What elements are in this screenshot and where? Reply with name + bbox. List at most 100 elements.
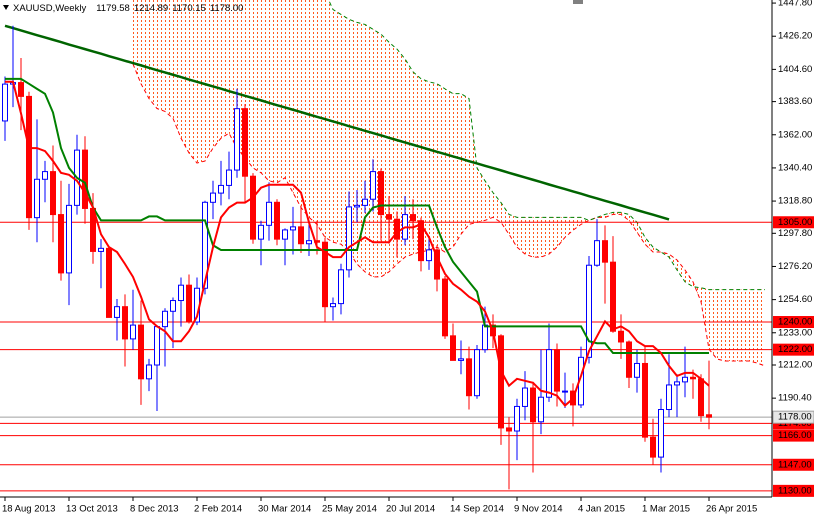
candle-body bbox=[674, 381, 680, 386]
candle-body bbox=[330, 303, 336, 308]
candle-body bbox=[34, 178, 40, 219]
candle-body bbox=[498, 335, 504, 429]
candle-body bbox=[250, 175, 256, 240]
candle-body bbox=[514, 405, 520, 432]
level-label: 1147.00 bbox=[778, 459, 812, 470]
candle-body bbox=[458, 358, 464, 361]
candle-body bbox=[298, 226, 304, 245]
candle-body bbox=[154, 326, 160, 366]
candle-body bbox=[530, 387, 536, 423]
level-label: 1222.00 bbox=[778, 344, 812, 355]
candle-body bbox=[594, 240, 600, 266]
cloud-fill bbox=[133, 0, 765, 366]
candle-body bbox=[690, 376, 696, 380]
candle-body bbox=[386, 214, 392, 220]
candle-body bbox=[618, 330, 624, 343]
level-label-box bbox=[773, 484, 814, 497]
candle-body bbox=[306, 240, 312, 245]
candle-body bbox=[658, 409, 664, 458]
y-tick-label: 1362.00 bbox=[778, 129, 812, 140]
menu-arrow-icon bbox=[3, 5, 9, 10]
y-tick-label: 1212.00 bbox=[778, 360, 812, 371]
candle-body bbox=[242, 108, 248, 177]
candle-body bbox=[442, 278, 448, 337]
candle-body bbox=[626, 341, 632, 378]
x-tick-label: 1 Mar 2015 bbox=[642, 504, 690, 515]
level-label-box bbox=[773, 429, 814, 442]
candle-body bbox=[562, 390, 568, 393]
candle-body bbox=[354, 204, 360, 208]
candle-body bbox=[2, 83, 8, 122]
candle-body bbox=[554, 349, 560, 392]
candle-body bbox=[146, 364, 152, 380]
corner-icon bbox=[573, 0, 583, 4]
candle-body bbox=[370, 171, 376, 200]
header-high: 1214.89 bbox=[134, 3, 168, 14]
x-tick-label: 2 Feb 2014 bbox=[194, 504, 242, 515]
y-tick-label: 1190.40 bbox=[778, 393, 812, 404]
candle-body bbox=[274, 201, 280, 240]
candle-body bbox=[426, 249, 432, 262]
candle-body bbox=[346, 206, 352, 271]
candle-body bbox=[522, 387, 528, 407]
x-tick-label: 14 Sep 2014 bbox=[450, 504, 504, 515]
y-tick-label: 1254.60 bbox=[778, 294, 812, 305]
x-tick-label: 26 Apr 2015 bbox=[706, 504, 757, 515]
x-tick-label: 13 Oct 2013 bbox=[66, 504, 118, 515]
candle-body bbox=[162, 310, 168, 328]
candle-body bbox=[202, 201, 208, 289]
candle-body bbox=[98, 247, 104, 252]
candle-body bbox=[210, 192, 216, 203]
header-open: 1179.58 bbox=[96, 3, 130, 14]
candle-body bbox=[666, 384, 672, 411]
y-tick-label: 1318.80 bbox=[778, 196, 812, 207]
candle-body bbox=[394, 218, 400, 240]
level-label-box bbox=[773, 343, 814, 356]
y-tick-label: 1340.40 bbox=[778, 162, 812, 173]
candle-body bbox=[538, 396, 544, 423]
candle-body bbox=[642, 362, 648, 438]
level-label-box bbox=[773, 216, 814, 229]
candle-body bbox=[82, 149, 88, 209]
candle-body bbox=[282, 229, 288, 240]
x-tick-label: 25 May 2014 bbox=[322, 504, 377, 515]
candle-body bbox=[474, 349, 480, 397]
candle-body bbox=[170, 300, 176, 312]
candle-body bbox=[410, 214, 416, 222]
candle-body bbox=[266, 201, 272, 226]
candle-body bbox=[378, 171, 384, 216]
candle-body bbox=[234, 108, 240, 171]
chart-title: XAUUSD,Weekly bbox=[13, 3, 86, 14]
candle-body bbox=[18, 82, 24, 97]
x-tick-label: 8 Dec 2013 bbox=[130, 504, 179, 515]
candle-body bbox=[450, 335, 456, 361]
candle-body bbox=[114, 306, 120, 318]
candle-body bbox=[122, 306, 128, 340]
candle-body bbox=[138, 324, 144, 380]
x-tick-label: 4 Jan 2015 bbox=[578, 504, 625, 515]
last-price-label: 1178.00 bbox=[778, 412, 812, 423]
level-label: 1166.00 bbox=[778, 430, 812, 441]
candle-body bbox=[178, 284, 184, 302]
indicator-line bbox=[5, 77, 709, 355]
candle-body bbox=[546, 349, 552, 398]
candle-body bbox=[186, 284, 192, 323]
header-close: 1178.00 bbox=[210, 3, 244, 14]
level-label: 1305.00 bbox=[778, 217, 812, 228]
y-tick-label: 1447.80 bbox=[778, 0, 812, 9]
level-label: 1130.00 bbox=[778, 485, 812, 496]
candle-body bbox=[66, 204, 72, 274]
chart-header: XAUUSD,Weekly 1179.58 1214.89 1170.15 1178.0… bbox=[13, 3, 243, 14]
y-tick-label: 1276.20 bbox=[778, 261, 812, 272]
trend-line bbox=[4, 24, 670, 221]
candle-body bbox=[258, 224, 264, 240]
candle-body bbox=[482, 324, 488, 351]
candle-body bbox=[682, 376, 688, 383]
x-tick-label: 30 Mar 2014 bbox=[258, 504, 311, 515]
level-label-box bbox=[773, 316, 814, 329]
indicator-line bbox=[5, 80, 710, 407]
candle-body bbox=[130, 324, 136, 340]
y-tick-label: 1404.60 bbox=[778, 64, 812, 75]
